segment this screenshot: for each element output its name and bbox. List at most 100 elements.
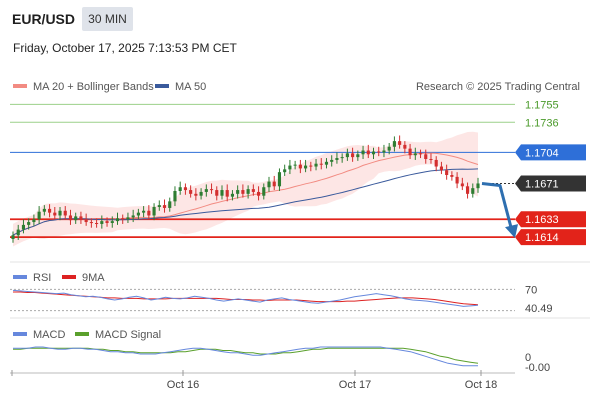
instrument-title: EUR/USD: [12, 11, 76, 27]
legend-label-ma20: MA 20 + Bollinger Bands: [33, 81, 154, 93]
candle-body: [398, 141, 402, 145]
candle-body: [230, 193, 235, 197]
price-panel: 1.1755 1.1736 1.1704 1.1671 1.1633 1.1614: [10, 99, 586, 247]
candle-body: [84, 219, 88, 223]
credit-text: Research © 2025 Trading Central: [416, 81, 580, 93]
candle-body: [330, 159, 334, 162]
legend-swatch-ma50: [155, 84, 169, 88]
macd-panel: 0-0.00: [13, 346, 550, 374]
rsi-panel: 70 40.49: [10, 284, 553, 315]
level-label-1.1736: 1.1736: [525, 117, 559, 129]
candle-body: [189, 190, 193, 194]
candle-body: [408, 148, 412, 156]
candle-body: [387, 146, 391, 151]
candle-body: [11, 235, 15, 239]
candle-body: [105, 221, 109, 223]
candle-body: [413, 153, 417, 156]
candle-body: [371, 151, 376, 155]
legend-label-ma50: MA 50: [175, 81, 206, 93]
macd-signal-line: [13, 347, 479, 364]
candle-body: [126, 217, 130, 220]
candle-body: [298, 164, 302, 169]
candle-body: [209, 189, 214, 191]
candle-body: [471, 188, 475, 194]
legend-swatch-macd: [13, 332, 27, 336]
candle-body: [142, 210, 146, 213]
candle-body: [455, 176, 459, 184]
x-tick-label: Oct 17: [339, 379, 371, 391]
candle-body: [476, 183, 480, 189]
candle-body: [27, 222, 31, 225]
candle-body: [168, 201, 172, 208]
candle-body: [319, 163, 323, 165]
timeframe-badge[interactable]: 30 MIN: [82, 7, 133, 31]
rsi-line: [12, 289, 479, 307]
ma50-line: [12, 168, 479, 236]
candle-body: [178, 187, 182, 191]
candle-body: [267, 181, 271, 188]
candle-body: [251, 189, 255, 192]
candle-body: [424, 154, 428, 159]
candle-body: [241, 190, 245, 194]
candle-body: [304, 165, 308, 169]
candle-body: [256, 191, 261, 196]
candle-body: [68, 215, 73, 221]
candle-body: [272, 181, 276, 187]
candle-body: [392, 141, 396, 147]
candle-body: [445, 170, 449, 175]
candle-body: [366, 150, 370, 155]
candle-body: [173, 191, 177, 202]
rsi-level-label: 70: [525, 284, 537, 296]
bollinger-band: [13, 131, 478, 247]
candle-body: [63, 210, 67, 216]
level-tag-1.1704: [515, 144, 586, 161]
candle-body: [340, 157, 344, 159]
legend-swatch-rsi-ma: [62, 275, 76, 279]
candle-body: [157, 205, 161, 207]
candle-body: [42, 208, 46, 212]
candle-body: [288, 165, 292, 170]
level-label-1.1633: 1.1633: [525, 214, 559, 226]
candle-body: [79, 216, 83, 220]
level-tag-1.1633: [515, 211, 586, 228]
forecast-arrow: [481, 181, 514, 232]
candle-body: [361, 150, 365, 155]
candle-body: [152, 207, 156, 216]
legend-swatch-ma20: [13, 84, 27, 88]
candle-body: [147, 210, 151, 216]
legend-swatch-macd-signal: [75, 332, 89, 336]
candle-body: [95, 223, 99, 224]
candle-body: [403, 144, 407, 149]
candle-body: [115, 218, 120, 222]
candle-body: [293, 164, 297, 166]
macd-last-value: -0.00: [525, 362, 550, 374]
candle-body: [110, 221, 114, 223]
candle-body: [194, 193, 198, 196]
candle-body: [377, 151, 381, 153]
chart-datetime: Friday, October 17, 2025 7:13:53 PM CET: [13, 41, 237, 55]
forecast-arrow-head: [505, 224, 518, 239]
candle-body: [100, 221, 104, 224]
level-tag-1.1614: [515, 229, 586, 246]
candle-body: [32, 219, 36, 223]
candle-body: [418, 153, 423, 155]
candle-body: [382, 150, 386, 153]
candle-body: [439, 166, 443, 171]
candle-body: [277, 172, 282, 187]
candle-body: [199, 191, 203, 196]
legend-label-rsi-ma: 9MA: [82, 272, 105, 284]
candle-body: [74, 216, 78, 221]
level-label-1.1704: 1.1704: [525, 147, 559, 159]
candle-body: [335, 158, 339, 160]
level-label-1.1755: 1.1755: [525, 99, 559, 111]
candle-body: [136, 212, 140, 216]
candle-body: [460, 183, 464, 187]
legend-label-macd-signal: MACD Signal: [95, 329, 161, 341]
candle-body: [262, 187, 266, 196]
x-tick-label: Oct 18: [465, 379, 497, 391]
legend-label-rsi: RSI: [33, 272, 51, 284]
level-label-1.1614: 1.1614: [525, 232, 559, 244]
candle-body: [131, 215, 135, 218]
candle-body: [37, 211, 41, 220]
